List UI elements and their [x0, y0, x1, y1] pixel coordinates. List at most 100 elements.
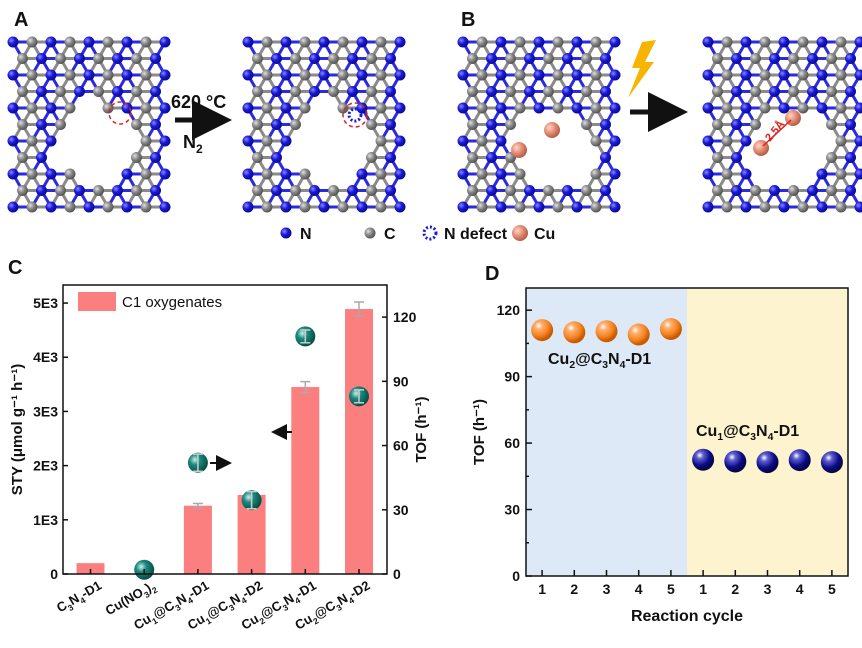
text-part: 3 [227, 602, 236, 613]
carbon-atom [543, 53, 554, 64]
nitrogen-atom [486, 119, 497, 130]
carbon-atom [505, 86, 516, 97]
carbon-atom [261, 168, 273, 180]
nitrogen-atom [609, 201, 621, 213]
y-tick-label: 60 [504, 435, 520, 451]
nitrogen-atom [74, 53, 85, 64]
carbon-atom [290, 119, 301, 130]
nitrogen-atom [242, 102, 254, 114]
carbon-atom [835, 201, 847, 213]
panel-d-label: D [485, 263, 499, 285]
nitrogen-atom [571, 69, 583, 81]
text-part: @C [575, 351, 603, 368]
nitrogen-atom [495, 168, 507, 180]
carbon-atom [375, 168, 387, 180]
nitrogen-atom [769, 53, 780, 64]
carbon-atom [375, 102, 387, 114]
nitrogen-atom [121, 102, 133, 114]
text-part: Cu [548, 351, 569, 368]
nitrogen-atom [356, 69, 368, 81]
carbon-atom [375, 201, 387, 213]
carbon-atom [476, 36, 488, 48]
carbon-atom [17, 152, 28, 163]
nitrogen-atom [769, 185, 780, 196]
carbon-atom [759, 102, 771, 114]
panel-a-label: A [14, 9, 28, 31]
carbon-atom [366, 119, 377, 130]
nitrogen-atom [562, 53, 573, 64]
n-defect-icon [422, 225, 438, 241]
carbon-atom [131, 119, 142, 130]
nitrogen-atom [702, 36, 714, 48]
error-bar [192, 453, 203, 472]
c-atom-icon [364, 227, 376, 239]
carbon-atom [590, 168, 602, 180]
y-tick-label: 2E3 [33, 458, 58, 474]
nitrogen-atom [394, 201, 406, 213]
carbon-atom [721, 201, 733, 213]
carbon-atom [750, 185, 761, 196]
carbon-atom [375, 69, 387, 81]
carbon-atom [375, 135, 387, 147]
nitrogen-atom [609, 69, 621, 81]
nitrogen-atom [854, 135, 862, 147]
plot-frame [62, 284, 388, 575]
carbon-atom [140, 201, 152, 213]
nitrogen-atom [45, 102, 57, 114]
carbon-atom [290, 185, 301, 196]
nitrogen-atom [347, 53, 358, 64]
nitrogen-atom [83, 69, 95, 81]
carbon-atom [788, 53, 799, 64]
nitrogen-atom [457, 135, 469, 147]
legend-swatch [78, 292, 116, 311]
carbon-atom [299, 168, 311, 180]
x-tick-label: 3 [764, 581, 772, 597]
carbon-atom [826, 86, 837, 97]
carbon-atom [26, 201, 38, 213]
tof-point [788, 449, 811, 472]
nitrogen-atom [816, 168, 828, 180]
nitrogen-atom [271, 53, 282, 64]
nitrogen-atom [571, 102, 583, 114]
nitrogen-atom [740, 135, 752, 147]
nitrogen-atom [112, 86, 123, 97]
carbon-atom [102, 69, 114, 81]
nitrogen-atom [280, 135, 292, 147]
nitrogen-atom [571, 36, 583, 48]
nitrogen-atom [778, 102, 790, 114]
nitrogen-atom [702, 69, 714, 81]
carbon-atom [514, 201, 526, 213]
carbon-atom [252, 119, 263, 130]
carbon-atom [64, 69, 76, 81]
carbon-atom [476, 135, 488, 147]
text-part: 4 [293, 595, 302, 606]
carbon-atom [26, 36, 38, 48]
error-bar [246, 490, 257, 510]
y-tick-label-right: 30 [393, 502, 409, 518]
nitrogen-atom [242, 69, 254, 81]
legend-label: N defect [444, 226, 508, 243]
carbon-atom [467, 185, 478, 196]
nitrogen-atom [121, 168, 133, 180]
y-axis-label-right: TOF (h⁻¹) [413, 397, 430, 463]
carbon-atom [64, 168, 76, 180]
carbon-atom [366, 185, 377, 196]
nitrogen-atom [45, 201, 57, 213]
carbon-atom [750, 53, 761, 64]
carbon-atom [590, 36, 602, 48]
nitrogen-atom [778, 69, 790, 81]
nitrogen-atom [778, 36, 790, 48]
bar [345, 309, 373, 574]
condition-gas: N2 [183, 132, 203, 156]
y-tick-label: 0 [50, 566, 58, 582]
nitrogen-atom [854, 168, 862, 180]
nitrogen-atom [816, 36, 828, 48]
carbon-atom [140, 102, 152, 114]
text-part: -D1 [625, 351, 651, 368]
nitrogen-atom [486, 86, 497, 97]
tof-point [724, 450, 747, 473]
nitrogen-atom [7, 102, 19, 114]
y-tick-label: 4E3 [33, 349, 58, 365]
carbon-atom [299, 102, 311, 114]
lattice-structure [242, 36, 406, 213]
